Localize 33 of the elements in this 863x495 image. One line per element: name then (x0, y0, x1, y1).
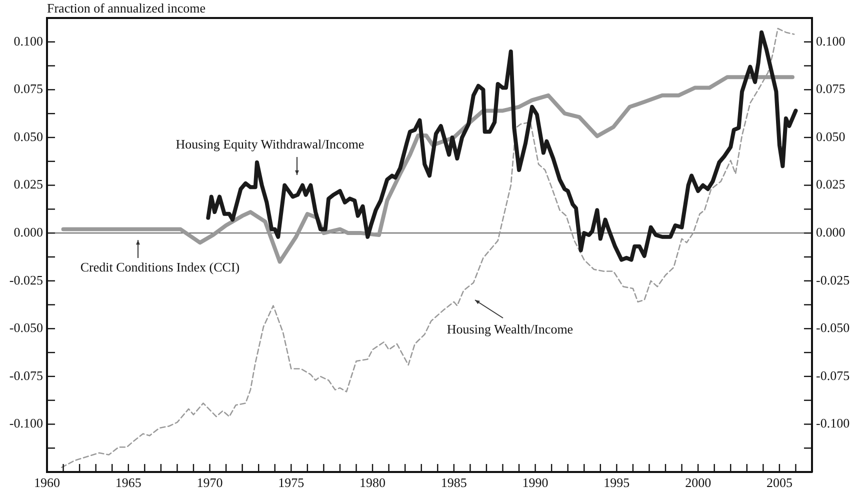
y-tick-label: 0.100 (14, 33, 43, 48)
y-tick-label: 0.025 (14, 176, 43, 192)
x-tick-label: 2005 (766, 475, 792, 490)
y-tick-label: -0.050 (9, 320, 43, 336)
y-tick-label: 0.000 (14, 224, 43, 240)
y-tick-label: -0.100 (9, 416, 43, 431)
x-tick-label: 1965 (115, 475, 142, 490)
line-series (61, 28, 795, 468)
y-tick-label: -0.075 (9, 368, 43, 383)
x-tick-label: 1990 (522, 475, 548, 490)
x-tick-label: 1995 (604, 475, 630, 490)
y-tick-label: -0.025 (9, 272, 43, 288)
y2-tick-label: -0.075 (816, 368, 850, 383)
series-label: Housing Equity Withdrawal/Income (176, 136, 364, 152)
y2-tick-label: 0.000 (816, 224, 846, 240)
x-tick-label: 1970 (196, 475, 223, 490)
y2-tick-label: 0.075 (816, 81, 846, 96)
y2-tick-label: 0.050 (816, 128, 846, 144)
y2-tick-label: -0.025 (816, 272, 850, 288)
y2-tick-label: -0.100 (816, 416, 850, 431)
y-tick-label: 0.075 (14, 81, 43, 96)
y-tick-label: 0.050 (14, 128, 43, 144)
y-axis-title: Fraction of annualized income (47, 0, 206, 16)
x-tick-label: 1960 (34, 475, 60, 490)
y2-tick-label: 0.100 (816, 33, 846, 48)
x-tick-label: 1985 (440, 475, 467, 490)
x-tick-label: 1980 (360, 475, 386, 490)
y2-tick-label: 0.025 (816, 176, 846, 192)
x-tick-label: 2000 (685, 475, 712, 490)
series-label: Housing Wealth/Income (446, 321, 574, 336)
y2-tick-label: -0.050 (816, 320, 850, 336)
x-tick-label: 1975 (278, 475, 304, 490)
text: Credit Conditions Index (CCI) (80, 259, 240, 274)
